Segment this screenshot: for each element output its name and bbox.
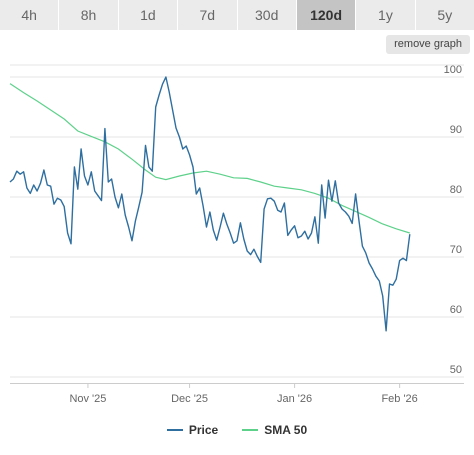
legend-swatch-price [166,429,183,431]
legend-label-price: Price [188,423,219,437]
legend-label-sma-50: SMA 50 [264,423,308,437]
x-tick-label: Jan '26 [277,393,312,405]
tab-7d[interactable]: 7d [178,0,238,30]
series-line-price [9,76,411,332]
y-tick-label: 70 [450,244,462,256]
x-tick-label: Dec '25 [171,393,208,405]
y-tick-label: 100 [444,64,462,76]
grid-lines [10,64,464,384]
legend-swatch-sma-50 [242,429,259,431]
y-tick-label: 90 [450,124,462,136]
series-line-sma-50 [9,83,410,234]
x-tick-label: Feb '26 [381,393,417,405]
tab-5y[interactable]: 5y [415,0,474,30]
tab-4h[interactable]: 4h [0,0,60,30]
x-tick-label: Nov '25 [69,393,106,405]
remove-graph-button[interactable]: remove graph [386,35,470,54]
tab-120d[interactable]: 120d [296,0,357,30]
tab-30d[interactable]: 30d [237,0,297,30]
tab-1d[interactable]: 1d [118,0,179,30]
y-axis-ticks: 50 60 70 80 90 100 [444,64,462,376]
legend-item-sma-50[interactable]: SMA 50 [242,423,307,437]
tab-1y[interactable]: 1y [356,0,416,30]
time-range-tabs: 4h 8h 1d 7d 30d 120d 1y 5y [0,0,474,30]
y-tick-label: 60 [450,304,462,316]
chart-legend: Price SMA 50 [0,420,474,440]
y-tick-label: 50 [450,364,462,376]
tab-8h[interactable]: 8h [59,0,119,30]
y-tick-label: 80 [450,184,462,196]
legend-item-price[interactable]: Price [166,423,219,437]
x-axis-ticks: Nov '25 Dec '25 Jan '26 Feb '26 [69,383,418,405]
price-chart: 50 60 70 80 90 100 Nov '25 Dec '25 Jan '26 Feb '… [9,64,464,405]
